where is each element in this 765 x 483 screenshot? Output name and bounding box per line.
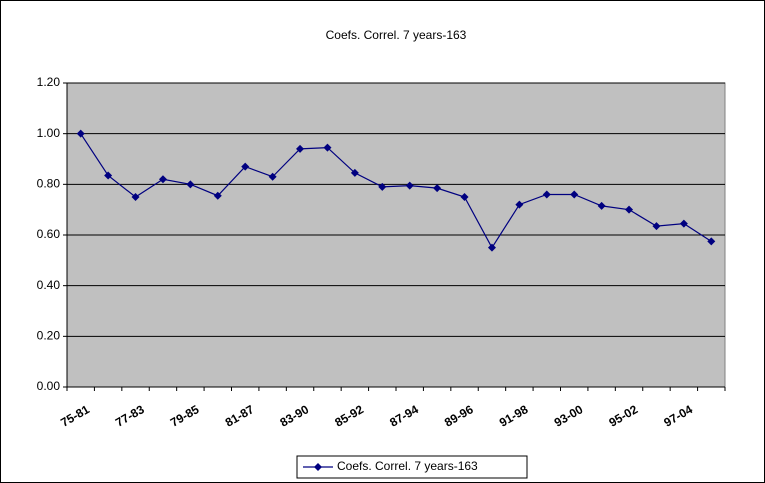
chart-title: Coefs. Correl. 7 years-163: [326, 28, 467, 42]
data-point: [323, 143, 332, 152]
legend-box: [296, 455, 528, 479]
y-tick-label: 0.80: [37, 177, 61, 191]
legend-label: Coefs. Correl. 7 years-163: [337, 459, 478, 473]
data-point: [460, 193, 469, 201]
data-point: [625, 205, 634, 214]
data-point: [186, 180, 195, 189]
data-point: [405, 181, 414, 190]
data-point: [76, 129, 85, 138]
series-line: [80, 133, 712, 249]
data-point: [570, 190, 579, 199]
data-point: [707, 237, 716, 246]
y-tick-label: 0.20: [37, 329, 61, 343]
y-tick-label: 0.40: [37, 278, 61, 292]
data-point: [652, 222, 661, 231]
data-point: [542, 190, 551, 199]
data-point: [158, 175, 167, 184]
legend-marker: [314, 463, 322, 471]
y-tick-label: 1.20: [37, 75, 61, 89]
data-point: [433, 184, 442, 193]
data-point: [296, 144, 305, 153]
data-point: [679, 219, 688, 228]
data-point: [378, 182, 387, 191]
data-point: [241, 162, 250, 171]
data-point: [213, 191, 222, 200]
data-point: [131, 193, 140, 201]
data-point: [350, 168, 359, 177]
data-point: [597, 201, 606, 210]
data-point: [104, 171, 113, 180]
y-tick-label: 0.00: [37, 379, 61, 393]
y-tick-label: 0.60: [37, 227, 61, 241]
data-point: [487, 243, 496, 252]
y-tick-label: 1.00: [37, 126, 61, 140]
data-point: [268, 172, 277, 181]
data-point: [515, 200, 524, 209]
